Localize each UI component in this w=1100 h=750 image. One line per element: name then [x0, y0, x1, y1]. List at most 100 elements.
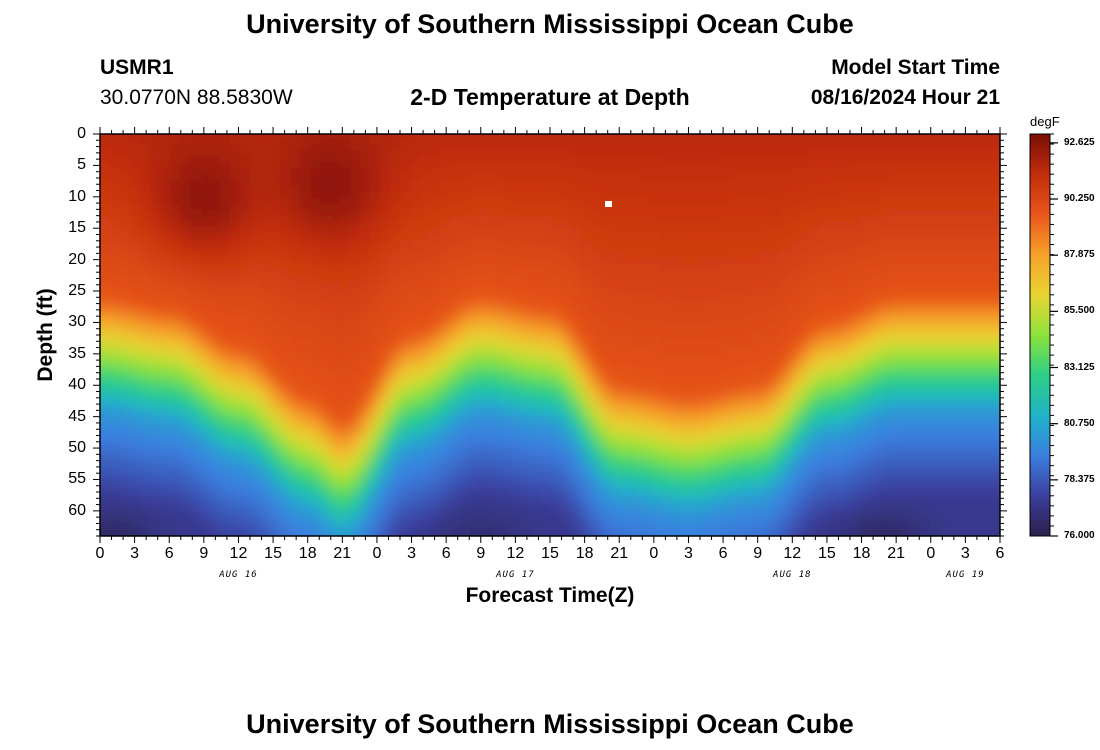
heatmap-cell	[550, 534, 561, 536]
heatmap-cell	[540, 486, 551, 493]
heatmap-cell	[430, 546, 441, 553]
heatmap-cell	[130, 378, 141, 385]
heatmap-cell	[440, 378, 451, 385]
heatmap-cell	[160, 120, 171, 127]
heatmap-cell	[710, 324, 721, 331]
heatmap-cell	[100, 156, 111, 163]
heatmap-cell	[420, 138, 431, 145]
heatmap-cell	[520, 126, 531, 133]
heatmap-cell	[320, 134, 331, 139]
heatmap-cell	[120, 318, 131, 325]
heatmap-cell	[340, 438, 351, 445]
heatmap-cell	[630, 420, 641, 427]
heatmap-cell	[700, 162, 711, 169]
heatmap-cell	[640, 162, 651, 169]
heatmap-field	[80, 114, 1000, 559]
heatmap-cell	[550, 138, 561, 145]
heatmap-cell	[400, 402, 411, 409]
heatmap-cell	[620, 480, 631, 487]
heatmap-cell	[690, 216, 701, 223]
heatmap-cell	[330, 134, 341, 139]
heatmap-cell	[370, 270, 381, 277]
heatmap-cell	[100, 252, 111, 259]
heatmap-cell	[610, 228, 621, 235]
heatmap-cell	[240, 156, 251, 163]
heatmap-cell	[250, 134, 261, 139]
heatmap-cell	[270, 342, 281, 349]
heatmap-cell	[460, 378, 471, 385]
heatmap-cell	[220, 312, 231, 319]
heatmap-cell	[290, 198, 301, 205]
heatmap-cell	[270, 330, 281, 337]
heatmap-cell	[740, 342, 751, 349]
heatmap-cell	[370, 246, 381, 253]
heatmap-cell	[280, 444, 291, 451]
heatmap-cell	[610, 456, 621, 463]
heatmap-cell	[80, 552, 91, 559]
heatmap-cell	[720, 378, 731, 385]
heatmap-cell	[160, 504, 171, 511]
heatmap-cell	[350, 228, 361, 235]
heatmap-cell	[520, 426, 531, 433]
heatmap-cell	[740, 414, 751, 421]
heatmap-cell	[260, 318, 271, 325]
heatmap-cell	[120, 366, 131, 373]
heatmap-cell	[520, 270, 531, 277]
heatmap-cell	[460, 462, 471, 469]
heatmap-cell	[730, 138, 741, 145]
heatmap-cell	[120, 144, 131, 151]
heatmap-cell	[320, 438, 331, 445]
heatmap-cell	[430, 270, 441, 277]
heatmap-cell	[260, 468, 271, 475]
heatmap-cell	[510, 510, 521, 517]
heatmap-cell	[440, 156, 451, 163]
heatmap-cell	[730, 336, 741, 343]
heatmap-cell	[670, 126, 681, 133]
heatmap-cell	[450, 162, 461, 169]
heatmap-cell	[260, 456, 271, 463]
heatmap-cell	[340, 486, 351, 493]
heatmap-cell	[180, 342, 191, 349]
heatmap-cell	[300, 504, 311, 511]
heatmap-cell	[460, 534, 471, 536]
heatmap-cell	[200, 510, 211, 517]
heatmap-cell	[600, 150, 611, 157]
heatmap-cell	[140, 378, 151, 385]
heatmap-cell	[470, 420, 481, 427]
heatmap-cell	[550, 522, 561, 529]
heatmap-cell	[220, 198, 231, 205]
heatmap-cell	[650, 210, 661, 217]
heatmap-cell	[680, 378, 691, 385]
heatmap-cell	[210, 432, 221, 439]
heatmap-cell	[590, 468, 601, 475]
heatmap-cell	[300, 468, 311, 475]
heatmap-cell	[680, 480, 691, 487]
heatmap-cell	[730, 114, 741, 121]
heatmap-cell	[700, 516, 711, 523]
heatmap-cell	[130, 450, 141, 457]
heatmap-cell	[80, 492, 91, 499]
heatmap-cell	[300, 438, 311, 445]
heatmap-cell	[480, 174, 491, 181]
heatmap-cell	[190, 360, 201, 367]
heatmap-cell	[640, 324, 651, 331]
heatmap-cell	[710, 264, 721, 271]
heatmap-cell	[170, 402, 181, 409]
heatmap-cell	[300, 126, 311, 133]
heatmap-cell	[610, 134, 621, 139]
heatmap-cell	[330, 438, 341, 445]
heatmap-cell	[150, 138, 161, 145]
heatmap-cell	[670, 114, 681, 121]
heatmap-cell	[280, 258, 291, 265]
heatmap-cell	[330, 336, 341, 343]
heatmap-cell	[440, 528, 451, 535]
heatmap-cell	[240, 180, 251, 187]
heatmap-cell	[590, 210, 601, 217]
heatmap-cell	[190, 258, 201, 265]
heatmap-cell	[660, 438, 671, 445]
heatmap-cell	[100, 528, 111, 535]
heatmap-cell	[240, 306, 251, 313]
heatmap-cell	[720, 342, 731, 349]
heatmap-cell	[520, 198, 531, 205]
heatmap-cell	[360, 294, 371, 301]
